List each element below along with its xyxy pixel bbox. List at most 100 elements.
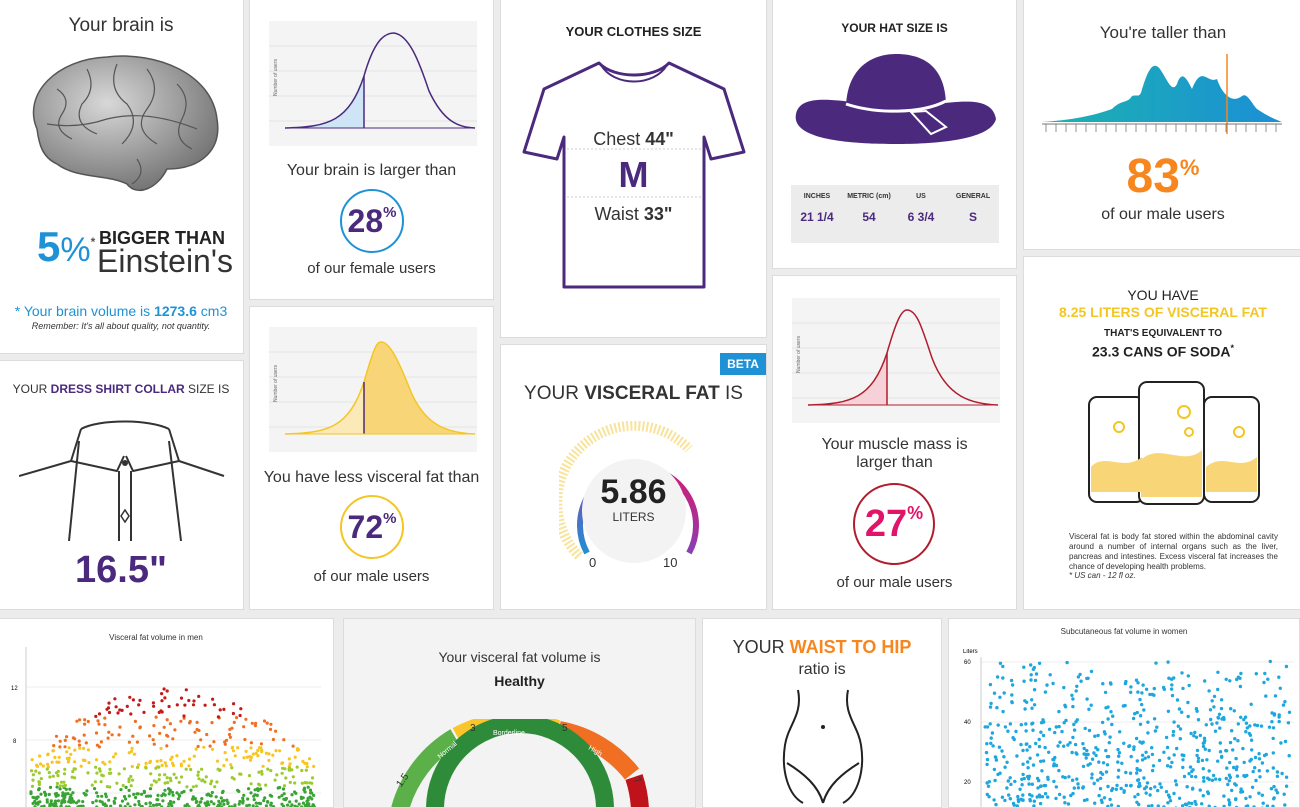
men-scatter-point: [202, 746, 205, 749]
waist-subtitle: ratio is: [703, 661, 941, 679]
men-scatter-point: [164, 761, 167, 764]
women-scatter-point: [1195, 710, 1198, 713]
women-scatter-point: [1197, 757, 1200, 760]
women-scatter-point: [1168, 796, 1171, 799]
women-scatter-point: [1251, 786, 1254, 789]
women-scatter-point: [1228, 679, 1231, 682]
men-scatter-point: [199, 801, 202, 804]
women-scatter-point: [1220, 756, 1223, 759]
women-scatter-point: [1244, 716, 1247, 719]
men-scatter-point: [300, 769, 303, 772]
women-scatter-point: [1077, 786, 1080, 789]
women-scatter-point: [1007, 793, 1010, 796]
men-scatter-point: [161, 764, 164, 767]
men-scatter-point: [128, 794, 131, 797]
women-scatter-point: [1239, 716, 1242, 719]
women-scatter-point: [1230, 789, 1233, 792]
men-scatter-point: [281, 767, 284, 770]
women-scatter-point: [1084, 727, 1087, 730]
women-scatter-point: [1190, 775, 1193, 778]
women-scatter-point: [1207, 792, 1210, 795]
men-scatter-point: [203, 780, 206, 783]
clothes-title: YOUR CLOTHES SIZE: [501, 24, 766, 39]
men-scatter-point: [178, 781, 181, 784]
women-scatter-point: [1020, 723, 1023, 726]
women-scatter-point: [1268, 726, 1271, 729]
men-scatter-point: [176, 703, 179, 706]
men-scatter-point: [87, 748, 90, 751]
women-scatter-point: [1103, 796, 1106, 799]
men-scatter-point: [138, 726, 141, 729]
men-scatter-point: [148, 734, 151, 737]
men-scatter-point: [197, 695, 200, 698]
women-scatter-point: [1208, 778, 1211, 781]
men-scatter-point: [251, 722, 254, 725]
men-scatter-point: [280, 762, 283, 765]
men-scatter-point: [95, 731, 98, 734]
men-scatter-point: [293, 781, 296, 784]
visceral-distribution-chart: Number of users: [269, 327, 477, 452]
men-scatter-point: [192, 797, 195, 800]
women-scatter-point: [1102, 761, 1105, 764]
men-scatter-point: [172, 801, 175, 804]
women-scatter-point: [1202, 780, 1205, 783]
men-scatter-point: [158, 773, 161, 776]
women-scatter-point: [1116, 748, 1119, 751]
men-scatter-point: [271, 754, 274, 757]
men-scatter-point: [222, 764, 225, 767]
women-scatter-point: [1005, 761, 1008, 764]
women-scatter-point: [1063, 721, 1066, 724]
collar-card: YOUR DRESS SHIRT COLLAR SIZE IS 16.5": [0, 360, 244, 610]
women-scatter-point: [1186, 785, 1189, 788]
men-tick-8: 8: [13, 739, 17, 745]
women-scatter-point: [1038, 745, 1041, 748]
women-scatter-point: [1194, 775, 1197, 778]
women-scatter-point: [1104, 691, 1107, 694]
men-scatter-point: [127, 780, 130, 783]
men-scatter-point: [272, 738, 275, 741]
men-scatter-point: [244, 718, 247, 721]
women-tick-20: 20: [964, 780, 971, 786]
women-scatter-point: [1226, 783, 1229, 786]
men-scatter-point: [153, 743, 156, 746]
women-scatter-point: [1222, 794, 1225, 797]
women-scatter-point: [1254, 779, 1257, 782]
women-scatter-point: [1110, 723, 1113, 726]
men-scatter-point: [233, 803, 236, 806]
women-scatter-point: [1036, 786, 1039, 789]
women-scatter-point: [1010, 700, 1013, 703]
women-scatter-point: [1074, 743, 1077, 746]
women-scatter-point: [1148, 793, 1151, 796]
men-scatter-point: [205, 793, 208, 796]
women-scatter-point: [1147, 755, 1150, 758]
men-scatter-point: [51, 749, 54, 752]
men-scatter-point: [195, 785, 198, 788]
men-scatter-point: [63, 768, 66, 771]
women-scatter-point: [996, 675, 999, 678]
men-scatter-point: [175, 776, 178, 779]
men-scatter-point: [132, 793, 135, 796]
women-scatter-point: [1136, 779, 1139, 782]
women-scatter-point: [986, 793, 989, 796]
women-scatter-point: [1003, 799, 1006, 802]
hat-icon: [791, 49, 1001, 159]
women-scatter-point: [1162, 686, 1165, 689]
women-scatter-point: [1045, 683, 1048, 686]
men-scatter-point: [152, 701, 155, 704]
women-scatter-point: [1071, 779, 1074, 782]
women-scatter-point: [1228, 779, 1231, 782]
muscle-axis-label: Number of users: [796, 336, 802, 373]
women-scatter-point: [1037, 779, 1040, 782]
women-scatter-point: [1285, 665, 1288, 668]
men-scatter-point: [85, 789, 88, 792]
men-scatter-point: [308, 757, 311, 760]
women-scatter-point: [991, 744, 994, 747]
women-scatter-point: [1074, 720, 1077, 723]
women-scatter-point: [1244, 730, 1247, 733]
men-scatter-point: [51, 803, 54, 806]
women-scatter-point: [1041, 718, 1044, 721]
women-scatter-point: [1196, 749, 1199, 752]
women-scatter-point: [1146, 721, 1149, 724]
men-scatter-point: [78, 747, 81, 750]
women-scatter-point: [1136, 768, 1139, 771]
